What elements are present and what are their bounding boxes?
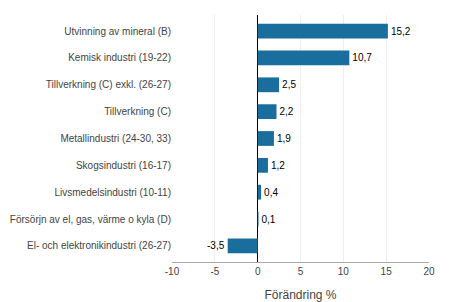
svg-text:-10: -10 <box>165 266 180 277</box>
svg-text:10,7: 10,7 <box>352 52 372 63</box>
svg-text:0,4: 0,4 <box>264 187 278 198</box>
svg-text:1,2: 1,2 <box>271 160 285 171</box>
svg-text:0: 0 <box>255 266 261 277</box>
svg-text:2,2: 2,2 <box>280 106 294 117</box>
svg-text:El- och elektronikindustri (26: El- och elektronikindustri (26-27) <box>27 240 171 251</box>
svg-text:1,9: 1,9 <box>277 133 291 144</box>
svg-text:-5: -5 <box>210 266 219 277</box>
svg-text:Metallindustri (24-30, 33): Metallindustri (24-30, 33) <box>60 133 171 144</box>
svg-text:Försörjn av el, gas, värme o k: Försörjn av el, gas, värme o kyla (D) <box>10 214 171 225</box>
svg-text:-3,5: -3,5 <box>207 240 225 251</box>
svg-text:20: 20 <box>423 266 435 277</box>
svg-text:Livsmedelsindustri (10-11): Livsmedelsindustri (10-11) <box>54 187 171 198</box>
svg-text:10: 10 <box>338 266 350 277</box>
svg-text:5: 5 <box>298 266 304 277</box>
svg-text:15: 15 <box>381 266 393 277</box>
svg-text:Skogsindustri (16-17): Skogsindustri (16-17) <box>76 160 171 171</box>
svg-text:15,2: 15,2 <box>391 26 411 37</box>
svg-text:Tillverkning (C) exkl. (26-27): Tillverkning (C) exkl. (26-27) <box>46 79 171 90</box>
svg-text:Kemisk industri (19-22): Kemisk industri (19-22) <box>68 52 171 63</box>
svg-text:Utvinning av mineral (B): Utvinning av mineral (B) <box>64 26 171 37</box>
svg-text:2,5: 2,5 <box>282 79 296 90</box>
svg-text:0,1: 0,1 <box>262 214 276 225</box>
svg-text:Förändring %: Förändring % <box>264 288 336 302</box>
svg-text:Tillverkning (C): Tillverkning (C) <box>104 106 171 117</box>
